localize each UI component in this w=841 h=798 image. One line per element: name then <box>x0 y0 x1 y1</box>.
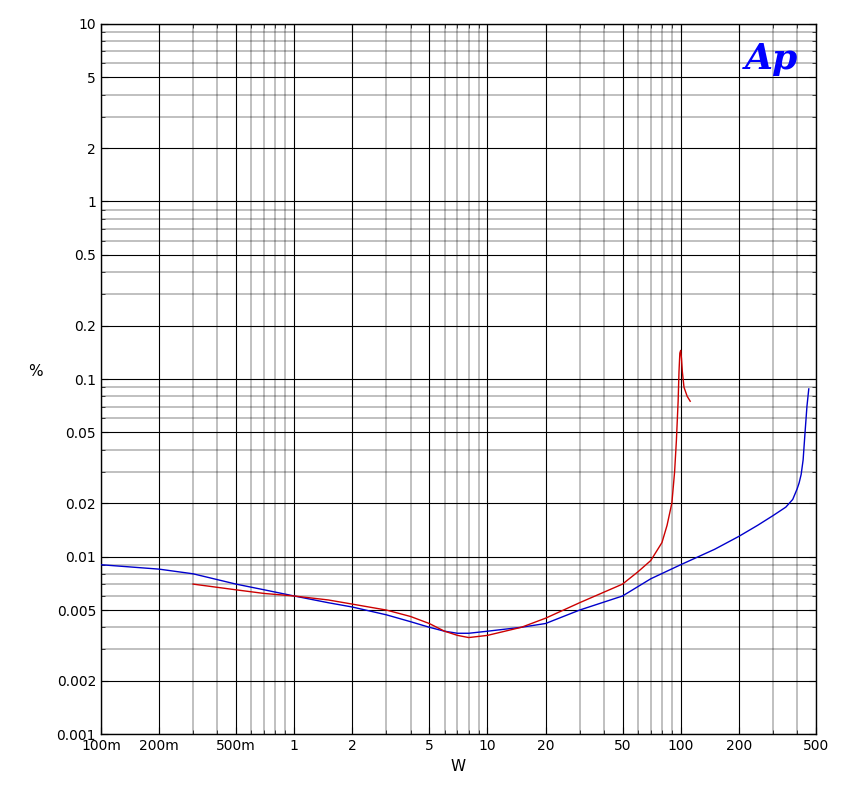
Text: Ap: Ap <box>744 41 798 76</box>
X-axis label: W: W <box>451 759 466 773</box>
Y-axis label: %: % <box>29 364 43 379</box>
